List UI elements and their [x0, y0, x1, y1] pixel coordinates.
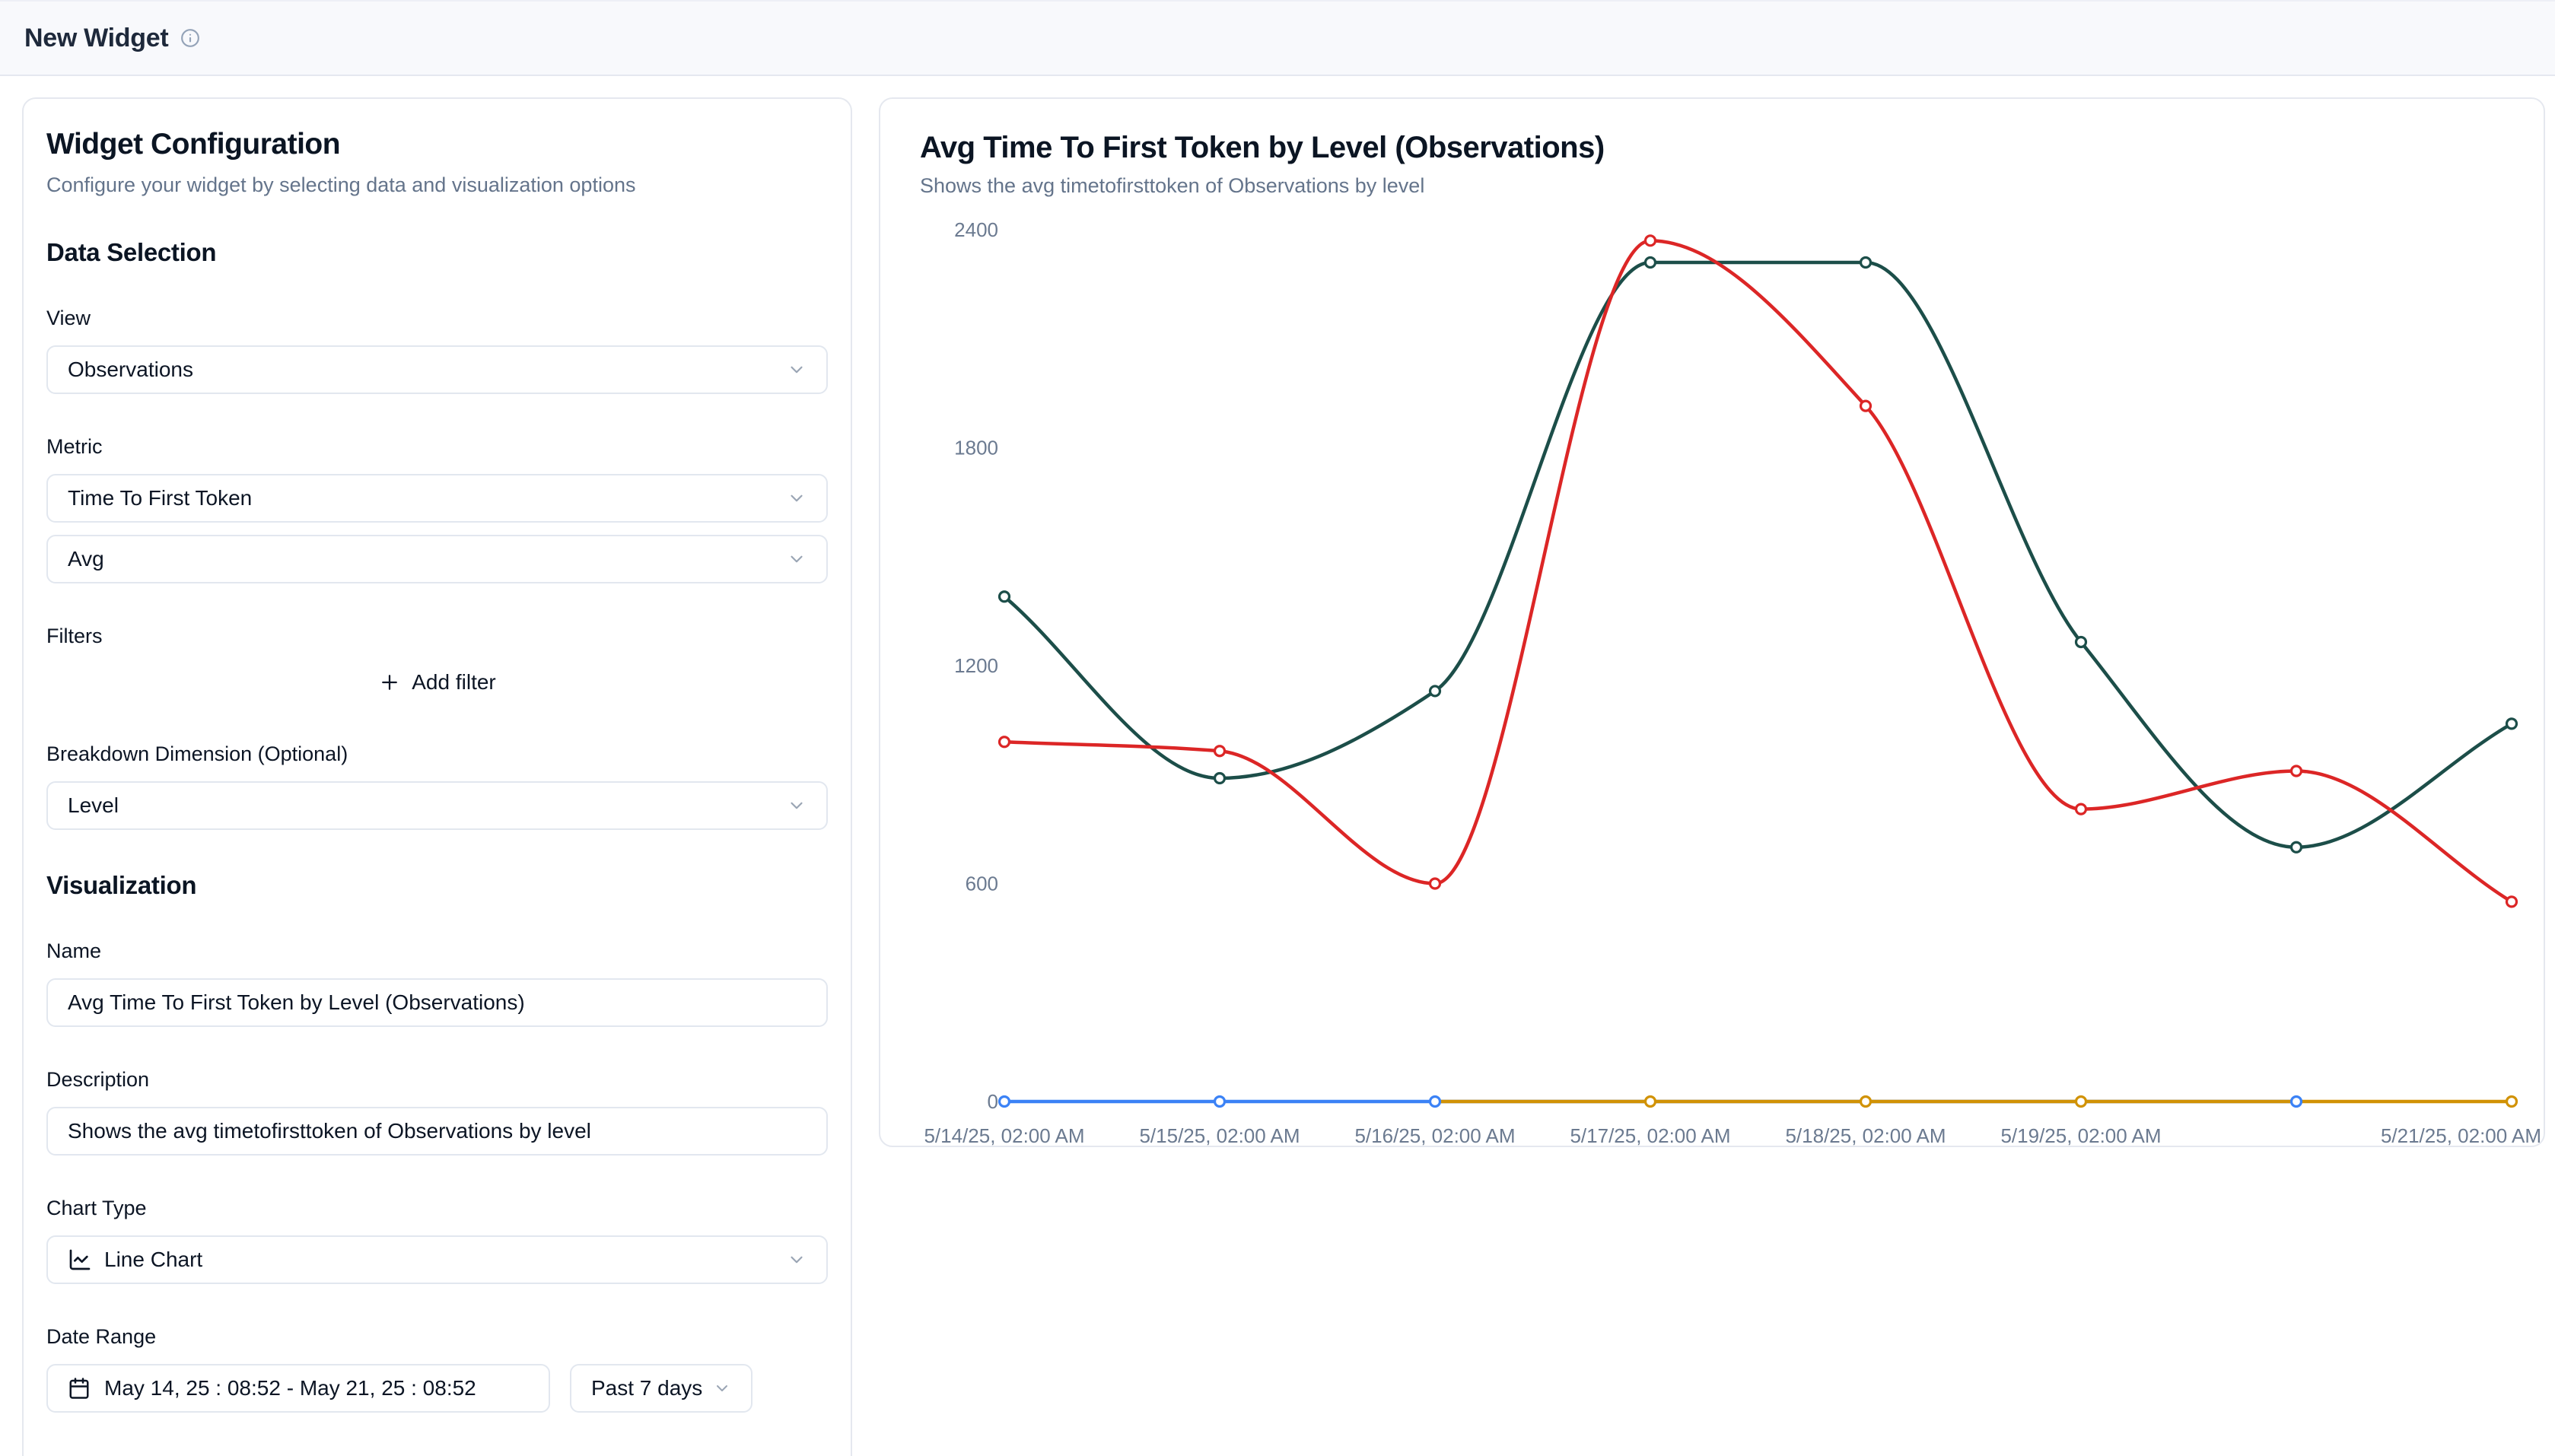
- chevron-down-icon: [787, 1250, 807, 1270]
- visualization-heading: Visualization: [46, 871, 197, 899]
- series-teal-point: [2289, 841, 2303, 854]
- name-label: Name: [46, 939, 102, 962]
- aggregation-select[interactable]: Avg: [46, 535, 828, 583]
- series-orange-point: [1643, 1095, 1657, 1108]
- series-orange-point: [1859, 1095, 1873, 1108]
- name-input[interactable]: [46, 978, 828, 1027]
- line-chart-icon: [68, 1248, 92, 1272]
- chart-type-select-value: Line Chart: [104, 1248, 203, 1271]
- date-range-label: Date Range: [46, 1325, 157, 1348]
- series-blue-point: [2289, 1095, 2303, 1108]
- widget-config-panel: Widget Configuration Configure your widg…: [22, 97, 852, 1456]
- series-red-point: [1643, 234, 1657, 247]
- series-teal-point: [1213, 771, 1227, 785]
- breakdown-select-value: Level: [68, 793, 119, 817]
- chevron-down-icon: [787, 796, 807, 815]
- breakdown-label: Breakdown Dimension (Optional): [46, 742, 348, 765]
- x-axis-tick: 5/18/25, 02:00 AM: [1785, 1124, 1946, 1147]
- y-axis-tick: 1200: [954, 654, 998, 677]
- series-red-point: [2289, 765, 2303, 777]
- description-field: Description: [46, 1068, 828, 1156]
- series-teal-point: [2074, 635, 2088, 649]
- series-red-line: [1002, 239, 2514, 904]
- config-subtitle: Configure your widget by selecting data …: [46, 173, 636, 196]
- series-teal-point: [1643, 256, 1657, 269]
- metric-select-value: Time To First Token: [68, 486, 253, 510]
- x-axis-tick: 5/15/25, 02:00 AM: [1139, 1124, 1300, 1147]
- line-chart: 0 600 1200 1800 2400 5/14/25, 02:00 AM 5/15/25…: [924, 218, 2541, 1147]
- y-axis-tick: 0: [988, 1090, 998, 1113]
- data-selection-heading: Data Selection: [46, 238, 217, 266]
- y-axis-tick: 2400: [954, 218, 998, 241]
- series-teal-point: [1428, 685, 1442, 698]
- series-blue-point: [998, 1095, 1011, 1108]
- date-preset-button[interactable]: Past 7 days: [570, 1364, 753, 1413]
- plus-icon: [378, 671, 401, 694]
- filters-field: Filters Add filter: [46, 625, 828, 709]
- view-select-value: Observations: [68, 358, 193, 381]
- view-label: View: [46, 307, 91, 329]
- chevron-down-icon: [787, 360, 807, 380]
- breakdown-field: Breakdown Dimension (Optional) Level: [46, 742, 828, 830]
- series-red-point: [1428, 877, 1442, 890]
- series-red-point: [2074, 803, 2088, 815]
- breakdown-select[interactable]: Level: [46, 781, 828, 830]
- series-red-point: [1213, 745, 1227, 758]
- series-blue-point: [1428, 1095, 1442, 1108]
- date-range-value: May 14, 25 : 08:52 - May 21, 25 : 08:52: [104, 1376, 476, 1400]
- x-axis-tick: 5/19/25, 02:00 AM: [2000, 1124, 2161, 1147]
- add-filter-label: Add filter: [412, 670, 496, 694]
- page-header: New Widget: [0, 0, 2555, 76]
- add-filter-row: Add filter: [46, 656, 828, 709]
- series-teal-point: [2505, 717, 2518, 730]
- description-label: Description: [46, 1068, 150, 1091]
- y-axis-tick: 1800: [954, 437, 998, 459]
- y-axis-tick: 600: [966, 873, 998, 895]
- series-teal-point: [1859, 256, 1873, 269]
- name-field: Name: [46, 939, 828, 1027]
- calendar-icon: [68, 1377, 91, 1400]
- view-select[interactable]: Observations: [46, 345, 828, 394]
- chart-type-label: Chart Type: [46, 1197, 147, 1219]
- series-teal-point: [998, 590, 1011, 603]
- page-title: New Widget: [24, 23, 169, 52]
- series-red-point: [1859, 399, 1873, 412]
- x-axis-tick: 5/14/25, 02:00 AM: [924, 1124, 1084, 1147]
- date-range-button[interactable]: May 14, 25 : 08:52 - May 21, 25 : 08:52: [46, 1364, 550, 1413]
- metric-field: Metric Time To First Token Avg: [46, 435, 828, 583]
- x-axis-tick: 5/17/25, 02:00 AM: [1570, 1124, 1730, 1147]
- date-preset-value: Past 7 days: [591, 1376, 703, 1400]
- view-field: View Observations: [46, 307, 828, 394]
- series-orange-point: [2074, 1095, 2088, 1108]
- chart-type-select[interactable]: Line Chart: [46, 1235, 828, 1284]
- info-icon[interactable]: [180, 28, 200, 48]
- metric-label: Metric: [46, 435, 103, 458]
- chart-title: Avg Time To First Token by Level (Observ…: [920, 131, 1605, 164]
- date-range-field: Date Range May 14, 25 : 08:52 - May 21, …: [46, 1325, 828, 1413]
- series-red-point: [998, 736, 1011, 749]
- metric-select[interactable]: Time To First Token: [46, 474, 828, 523]
- x-axis-tick: 5/16/25, 02:00 AM: [1354, 1124, 1515, 1147]
- chart-subtitle: Shows the avg timetofirsttoken of Observ…: [920, 174, 1425, 197]
- filters-label: Filters: [46, 625, 103, 647]
- chart-preview-panel: Avg Time To First Token by Level (Observ…: [879, 97, 2545, 1147]
- series-red-point: [2505, 895, 2518, 908]
- description-input[interactable]: [46, 1107, 828, 1156]
- chevron-down-icon: [787, 549, 807, 569]
- series-blue-point: [1213, 1095, 1227, 1108]
- series-teal-line: [1002, 260, 2514, 849]
- aggregation-select-value: Avg: [68, 547, 104, 571]
- chevron-down-icon: [787, 488, 807, 508]
- chart-type-field: Chart Type Line Chart: [46, 1197, 828, 1284]
- chevron-down-icon: [713, 1379, 731, 1397]
- add-filter-button[interactable]: Add filter: [378, 670, 496, 695]
- config-title: Widget Configuration: [46, 128, 341, 161]
- series-orange-point: [2505, 1095, 2518, 1108]
- x-axis-tick: 5/21/25, 02:00 AM: [2381, 1124, 2541, 1147]
